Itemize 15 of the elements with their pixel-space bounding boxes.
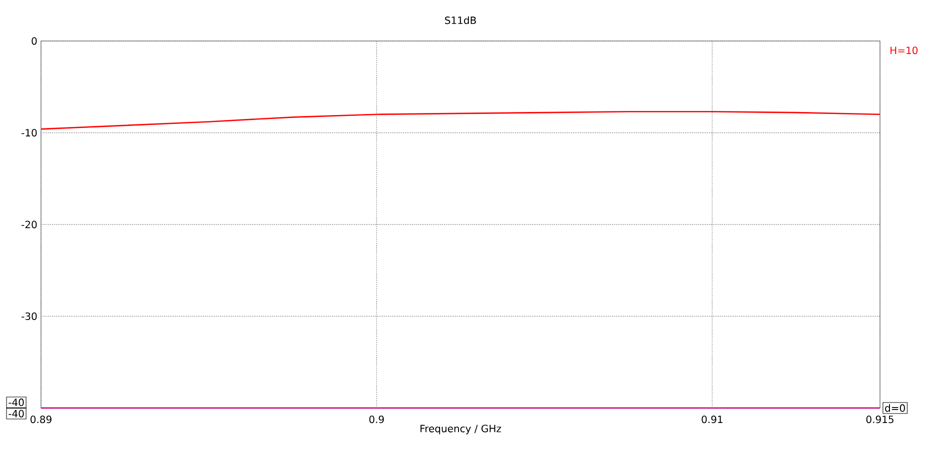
chart-title: S11dB	[445, 16, 476, 24]
x-tick-label: 0.9	[369, 416, 384, 424]
line-series	[40, 110, 881, 130]
y-tick-label: -10	[22, 128, 37, 137]
series-label: d=0	[885, 404, 905, 412]
text: H=10	[890, 46, 918, 54]
y-tick-label: 0	[32, 37, 37, 45]
x-tick-label: 0.89	[30, 416, 52, 424]
y-tick-label: -20	[22, 220, 37, 228]
text: -40	[8, 410, 24, 418]
x-tick-label: 0.915	[866, 416, 894, 424]
x-tick-label: 0.91	[702, 416, 722, 424]
x-axis-title: Frequency / GHz	[420, 424, 502, 434]
text: -40	[8, 398, 24, 406]
y-tick-label: -30	[22, 312, 37, 320]
